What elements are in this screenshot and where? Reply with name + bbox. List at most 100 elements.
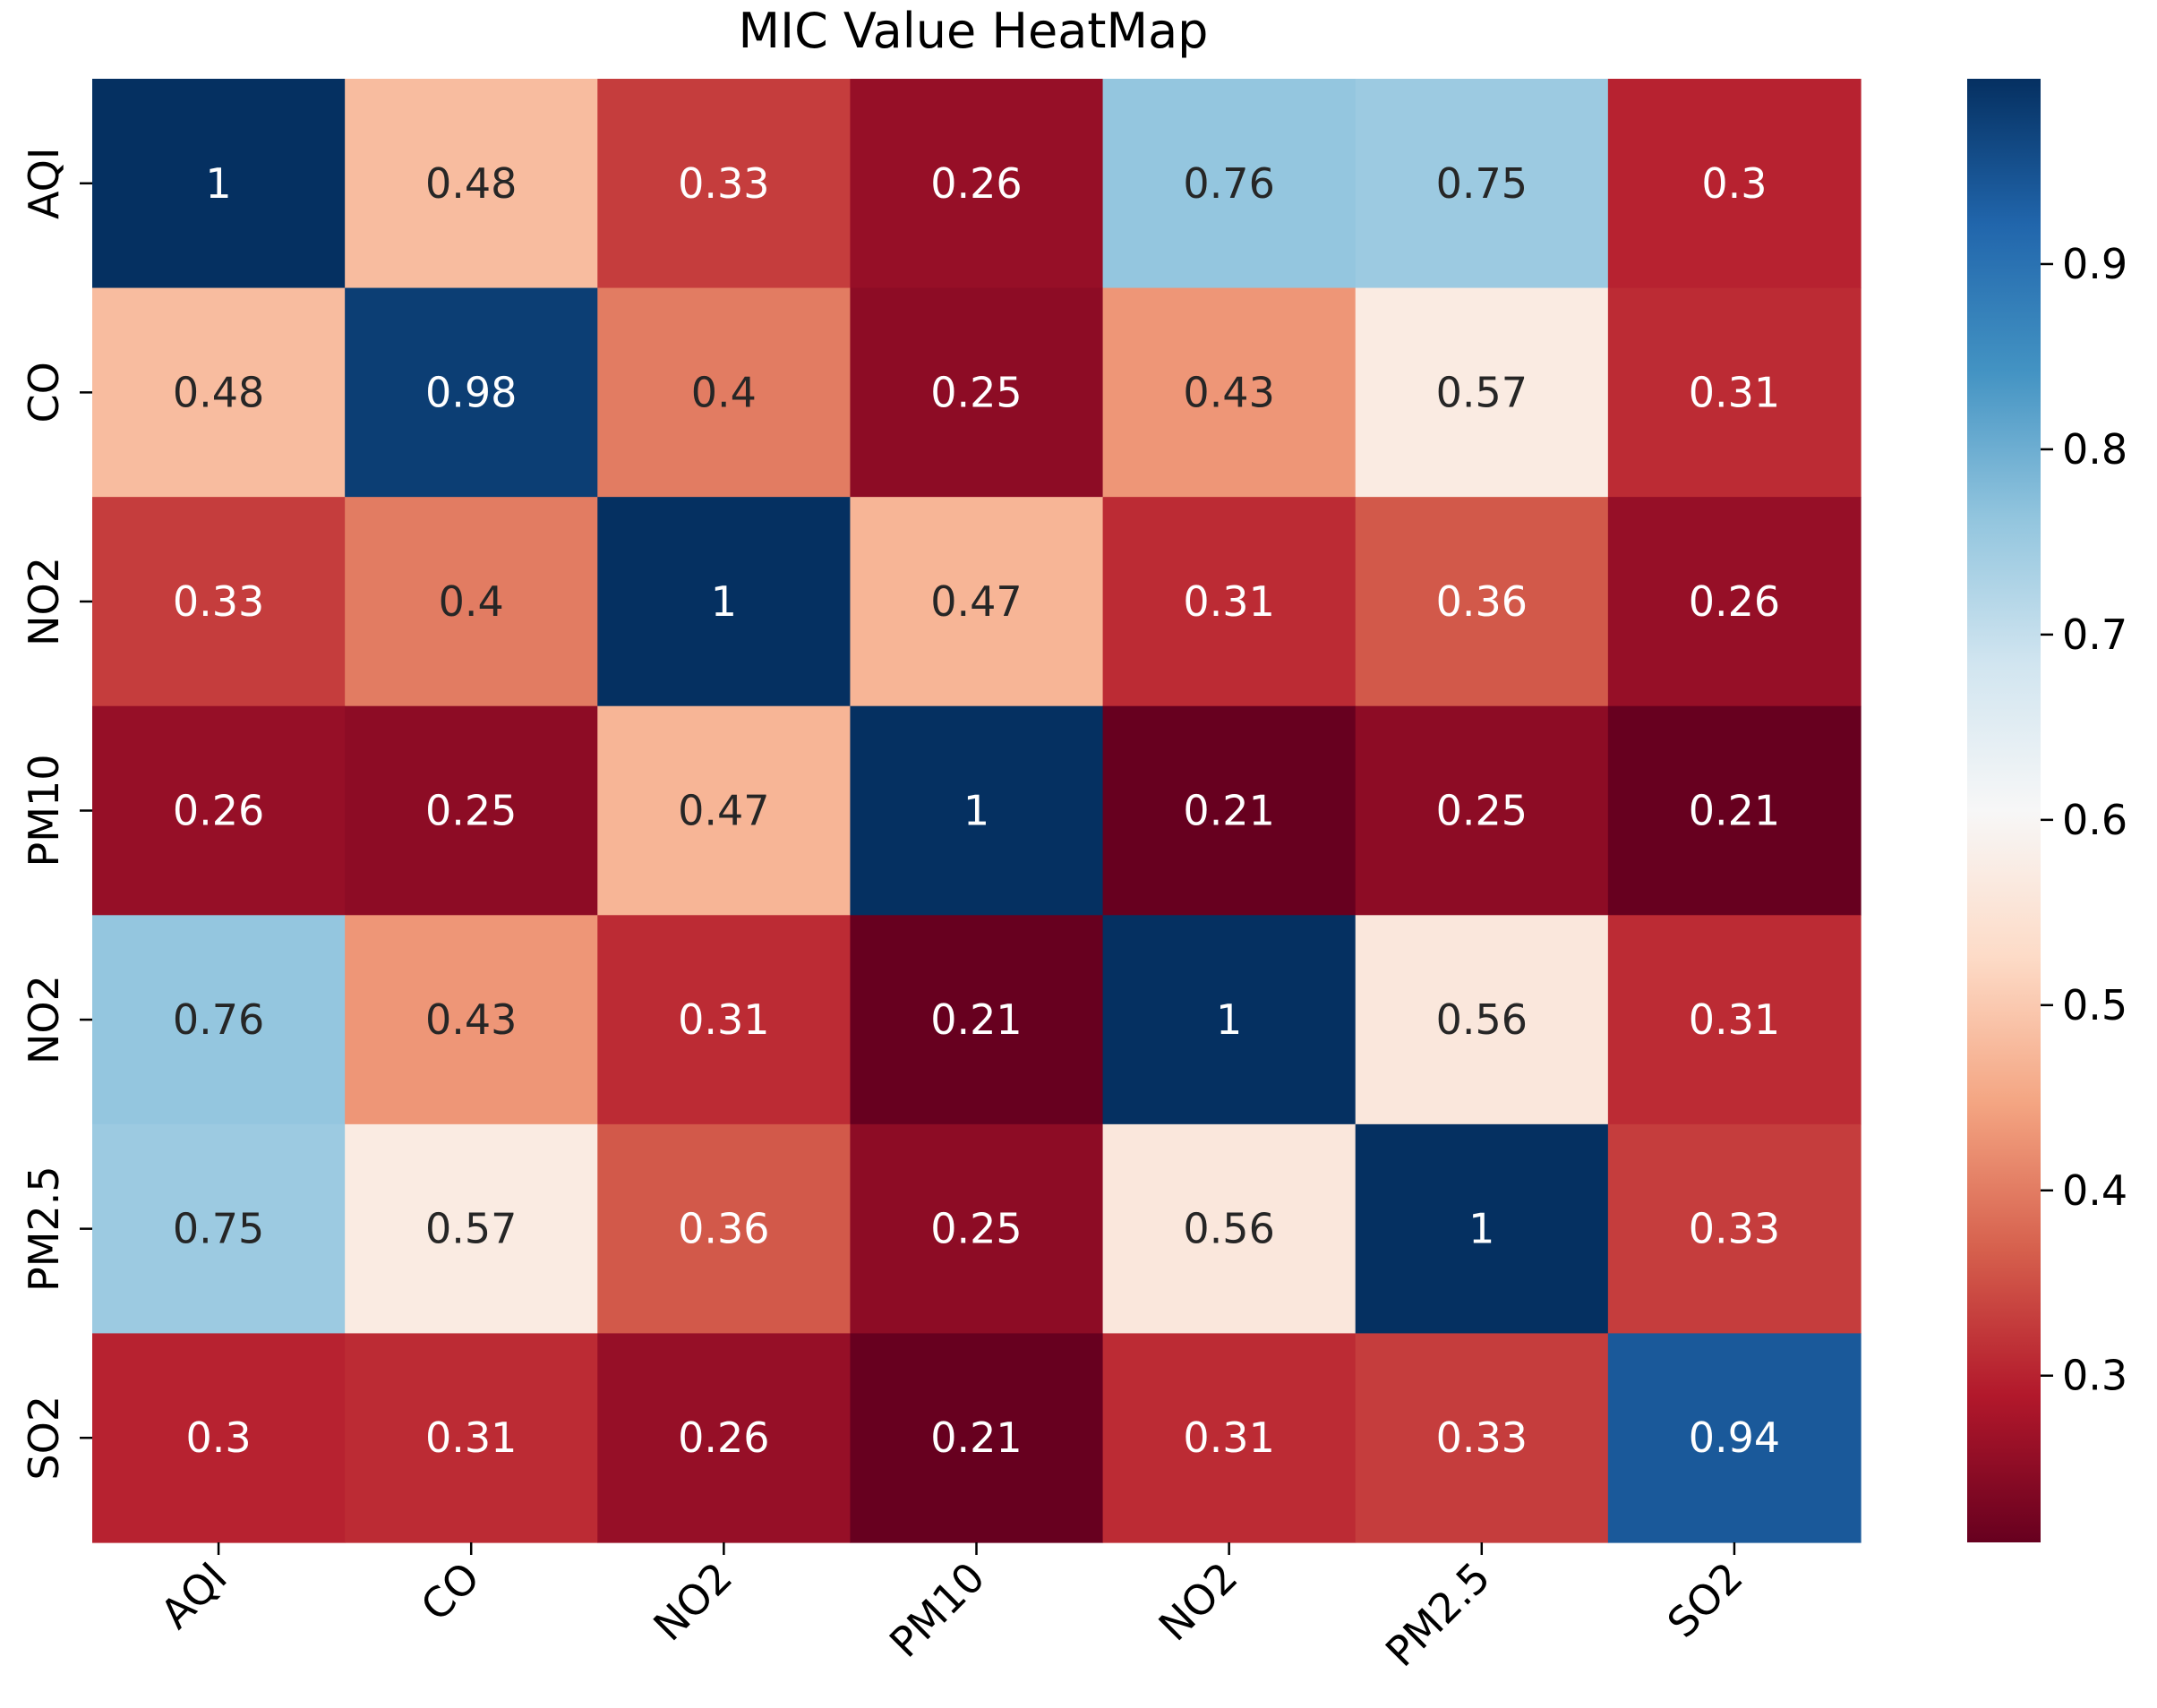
cell-annotation: 0.25: [930, 1205, 1022, 1253]
heatmap-cell: [1355, 1333, 1609, 1543]
heatmap-cell: [850, 1123, 1104, 1335]
heatmap-cell: [92, 79, 346, 289]
y-tick-label: AQI: [20, 148, 68, 219]
cell-annotation: 0.43: [425, 995, 517, 1044]
heatmap-cell: [850, 915, 1104, 1125]
heatmap-cell: [92, 497, 346, 707]
colorbar-tick-label: 0.4: [2062, 1166, 2127, 1215]
colorbar-tick-label: 0.6: [2062, 796, 2127, 844]
y-tick-label: CO: [20, 362, 68, 423]
cell-annotation: 0.75: [1436, 159, 1528, 208]
cell-annotation: 0.98: [425, 368, 517, 416]
heatmap-cell: [1102, 1333, 1357, 1543]
heatmap-cell: [850, 287, 1104, 498]
heatmap-cell: [1607, 287, 1862, 498]
heatmap-cell: [1355, 915, 1609, 1125]
cell-annotation: 0.26: [930, 159, 1022, 208]
cell-annotation: 0.26: [1689, 577, 1780, 626]
cell-annotation: 0.31: [1689, 368, 1780, 416]
heatmap-cell: [92, 705, 346, 916]
heatmap-cell: [1607, 915, 1862, 1125]
x-tick-label: PM2.5: [1376, 1553, 1500, 1677]
heatmap-cell: [1607, 79, 1862, 289]
colorbar-tick-label: 0.5: [2062, 981, 2127, 1029]
cell-annotation: 0.36: [1436, 577, 1528, 626]
heatmap-cell: [345, 497, 598, 707]
cell-annotation: 0.75: [173, 1205, 264, 1253]
cell-annotation: 0.47: [678, 787, 769, 835]
y-tick-label: PM2.5: [20, 1166, 68, 1292]
x-tick-label: PM10: [880, 1553, 994, 1667]
cell-annotation: 0.26: [173, 787, 264, 835]
cell-annotation: 0.21: [1689, 787, 1780, 835]
cell-annotation: 0.56: [1183, 1205, 1274, 1253]
colorbar-tick-label: 0.7: [2062, 611, 2127, 659]
heatmap-cell: [1355, 497, 1609, 707]
cell-annotation: 0.33: [1689, 1205, 1780, 1253]
heatmap-cell: [1102, 705, 1357, 916]
cell-annotation: 1: [205, 159, 231, 208]
y-tick-label: PM10: [20, 755, 68, 867]
heatmap-cell: [92, 1333, 346, 1543]
heatmap-cell: [1607, 1333, 1862, 1543]
x-axis: AQI CO NO2 PM10 NO2 PM2.5 SO2: [151, 1542, 1752, 1676]
colorbar-tick-label: 0.9: [2062, 240, 2127, 288]
heatmap-cell: [850, 705, 1104, 916]
heatmap-cell: [1355, 705, 1609, 916]
heatmap-cell: [1355, 1123, 1609, 1335]
cell-annotation: 0.33: [173, 577, 264, 626]
heatmap-cell: [345, 287, 598, 498]
cell-annotation: 0.31: [1689, 995, 1780, 1044]
heatmap-cell: [345, 1123, 598, 1335]
cell-annotation: 0.76: [1183, 159, 1274, 208]
heatmap-cell: [1102, 497, 1357, 707]
cell-annotation: 0.43: [1183, 368, 1274, 416]
heatmap-cell: [1355, 79, 1609, 289]
colorbar-tick-label: 0.3: [2062, 1352, 2127, 1400]
heatmap-cell: [597, 497, 852, 707]
heatmap-cell: [597, 287, 852, 498]
cell-annotation: 0.31: [1183, 577, 1274, 626]
cell-annotation: 0.4: [691, 368, 757, 416]
cell-annotation: 0.57: [425, 1205, 517, 1253]
cell-annotation: 0.25: [930, 368, 1022, 416]
cell-annotation: 0.25: [425, 787, 517, 835]
heatmap-cell: [345, 915, 598, 1125]
heatmap-cell: [597, 915, 852, 1125]
heatmap-cell: [597, 705, 852, 916]
cell-annotation: 0.21: [1183, 787, 1274, 835]
chart-title: MIC Value HeatMap: [739, 3, 1209, 59]
heatmap-cell: [1102, 1123, 1357, 1335]
heatmap-cell: [92, 287, 346, 498]
heatmap-cell: [597, 79, 852, 289]
heatmap-cell: [1607, 497, 1862, 707]
cell-annotation: 0.56: [1436, 995, 1528, 1044]
heatmap-cell: [1102, 79, 1357, 289]
colorbar: 0.3 0.4 0.5 0.6 0.7 0.8 0.9: [1967, 79, 2127, 1542]
cell-annotation: 0.31: [678, 995, 769, 1044]
cell-annotation: 0.76: [173, 995, 264, 1044]
heatmap-cells: 1 0.48 0.33 0.26 0.76 0.75 0.3 0.48 0.98 0.4 0.25 0…: [92, 79, 1862, 1543]
cell-annotation: 0.31: [425, 1413, 517, 1462]
cell-annotation: 0.48: [173, 368, 264, 416]
cell-annotation: 1: [711, 577, 737, 626]
heatmap-cell: [1102, 287, 1357, 498]
x-tick-label: NO2: [1150, 1553, 1247, 1651]
heatmap-cell: [1355, 287, 1609, 498]
heatmap-cell: [597, 1123, 852, 1335]
colorbar-tick-label: 0.8: [2062, 425, 2127, 474]
cell-annotation: 0.47: [930, 577, 1022, 626]
cell-annotation: 1: [963, 787, 989, 835]
heatmap-cell: [1102, 915, 1357, 1125]
cell-annotation: 0.21: [930, 995, 1022, 1044]
x-tick-label: NO2: [644, 1553, 741, 1651]
colorbar-gradient: [1967, 79, 2041, 1542]
cell-annotation: 0.3: [1701, 159, 1767, 208]
cell-annotation: 0.33: [678, 159, 769, 208]
y-tick-label: NO2: [20, 975, 68, 1064]
x-tick-label: AQI: [151, 1553, 236, 1638]
cell-annotation: 1: [1468, 1205, 1494, 1253]
heatmap-cell: [850, 1333, 1104, 1543]
cell-annotation: 0.57: [1436, 368, 1528, 416]
y-tick-label: NO2: [20, 557, 68, 646]
